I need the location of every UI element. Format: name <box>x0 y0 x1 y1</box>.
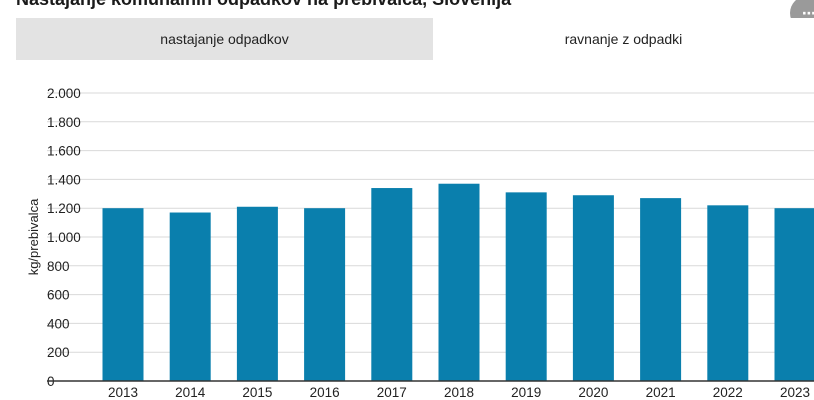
x-tick-label: 2022 <box>713 385 743 400</box>
chart-heading: Nastajanje komunalnih odpadkov na prebiv… <box>16 0 511 10</box>
y-tick-label: 1.400 <box>47 172 81 187</box>
y-tick-label: 1.600 <box>47 144 81 159</box>
y-tick-label: 1.000 <box>47 230 81 245</box>
x-tick-label: 2019 <box>511 385 541 400</box>
y-tick-label: 400 <box>47 316 70 331</box>
x-tick-label: 2021 <box>646 385 676 400</box>
x-tick-label: 2015 <box>242 385 272 400</box>
tab-bar: nastajanje odpadkov ravnanje z odpadki <box>16 18 814 60</box>
x-tick-label: 2023 <box>780 385 810 400</box>
x-tick-label: 2014 <box>175 385 206 400</box>
bar-2019 <box>505 192 547 381</box>
y-tick-label: 200 <box>47 345 70 360</box>
x-tick-label: 2017 <box>377 385 407 400</box>
y-tick-label: 600 <box>47 288 70 303</box>
bar-2020 <box>572 195 614 381</box>
x-tick-label: 2018 <box>444 385 474 400</box>
bar-2021 <box>640 198 682 381</box>
bar-2015 <box>236 206 278 381</box>
bar-2018 <box>438 183 480 381</box>
y-tick-label: 1.200 <box>47 201 81 216</box>
bar-2017 <box>371 188 413 381</box>
bar-2022 <box>707 205 749 381</box>
y-tick-label: 800 <box>47 259 70 274</box>
x-tick-label: 2016 <box>310 385 340 400</box>
y-axis-label: kg/prebivalca <box>26 198 41 275</box>
ellipsis-icon: ⋯ <box>802 5 814 21</box>
tab-nastajanje-odpadkov[interactable]: nastajanje odpadkov <box>16 18 433 60</box>
x-tick-label: 2013 <box>108 385 138 400</box>
tab-ravnanje-z-odpadki[interactable]: ravnanje z odpadki <box>433 18 814 60</box>
bar-2014 <box>169 212 211 381</box>
y-tick-label: 1.800 <box>47 115 81 130</box>
bar-2016 <box>304 208 346 381</box>
bar-2013 <box>102 208 144 381</box>
y-tick-label: 2.000 <box>47 86 81 101</box>
bar-2023 <box>774 208 814 381</box>
x-tick-label: 2020 <box>578 385 608 400</box>
